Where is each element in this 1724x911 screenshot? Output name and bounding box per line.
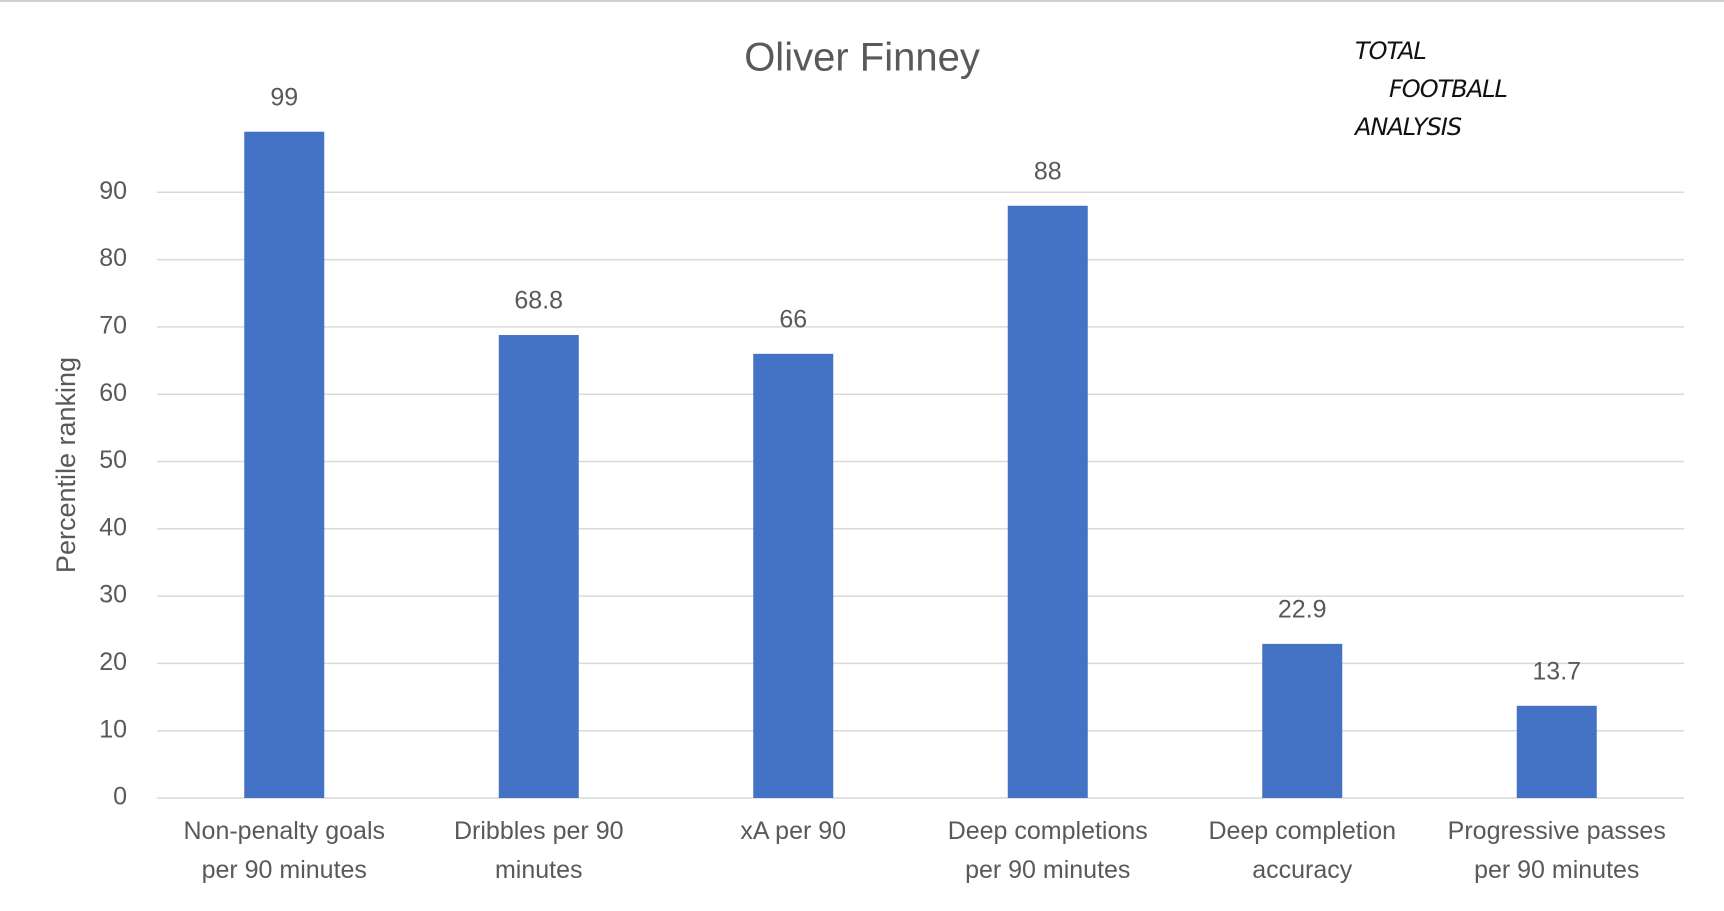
y-tick-label: 70 <box>99 312 127 340</box>
y-tick-label: 30 <box>99 581 127 609</box>
bar <box>753 353 834 798</box>
y-tick-label: 0 <box>113 783 127 811</box>
y-tick-label: 10 <box>99 715 127 743</box>
data-label: 66 <box>779 305 807 333</box>
y-tick-label: 50 <box>99 446 127 474</box>
y-tick-label: 20 <box>99 648 127 676</box>
x-tick-label: Dribbles per 90 minutes <box>453 817 624 884</box>
bar <box>1262 643 1343 798</box>
data-label: 13.7 <box>1532 657 1581 685</box>
x-tick-label: Progressive passes per 90 minutes <box>1447 817 1666 884</box>
data-label: 99 <box>270 83 298 111</box>
x-tick-label: xA per 90 <box>740 817 847 845</box>
logo: TOTAL FOOTBALL ANALYSIS <box>1355 32 1508 146</box>
logo-line: TOTAL <box>1355 37 1427 65</box>
logo-line: FOOTBALL <box>1389 75 1508 103</box>
data-label: 88 <box>1034 157 1062 185</box>
bar <box>244 131 325 799</box>
data-label: 22.9 <box>1278 595 1327 623</box>
y-tick-label: 90 <box>99 177 127 205</box>
logo-line: ANALYSIS <box>1355 113 1462 141</box>
bar <box>498 334 579 798</box>
x-tick-label: Non-penalty goals per 90 minutes <box>183 817 385 884</box>
x-tick-label: Deep completion accuracy <box>1208 817 1397 884</box>
y-axis-label: Percentile ranking <box>51 357 81 573</box>
bar <box>1516 705 1597 798</box>
chart-title: Oliver Finney <box>744 36 980 80</box>
y-tick-label: 60 <box>99 379 127 407</box>
x-tick-label: Deep completions per 90 minutes <box>947 817 1148 884</box>
bar <box>1007 205 1088 798</box>
y-tick-label: 40 <box>99 513 127 541</box>
y-tick-label: 80 <box>99 244 127 272</box>
data-label: 68.8 <box>514 287 563 315</box>
